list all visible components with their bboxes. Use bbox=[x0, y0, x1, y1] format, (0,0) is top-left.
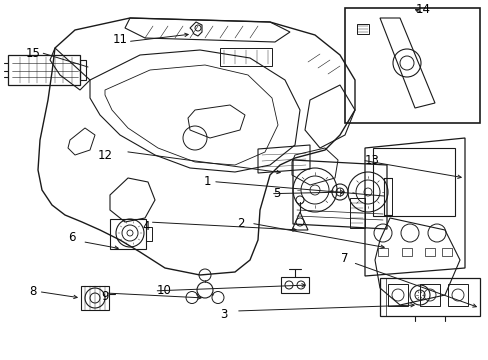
Bar bbox=[356, 24, 368, 34]
Bar bbox=[146, 227, 152, 241]
Bar bbox=[379, 278, 479, 316]
Bar bbox=[110, 219, 146, 249]
Text: 9: 9 bbox=[101, 291, 109, 303]
Text: 1: 1 bbox=[203, 175, 211, 188]
Text: 10: 10 bbox=[156, 284, 171, 297]
Bar bbox=[447, 284, 467, 306]
Text: 11: 11 bbox=[112, 33, 127, 46]
Text: 12: 12 bbox=[98, 149, 112, 162]
Bar bbox=[441, 248, 451, 256]
Bar bbox=[349, 198, 364, 228]
Text: 6: 6 bbox=[68, 231, 76, 244]
Text: 4: 4 bbox=[142, 220, 149, 233]
Bar bbox=[424, 248, 434, 256]
Text: 8: 8 bbox=[29, 285, 37, 298]
Bar bbox=[220, 48, 271, 66]
Bar bbox=[387, 284, 407, 306]
Bar bbox=[372, 148, 454, 216]
Text: 7: 7 bbox=[340, 252, 348, 265]
Bar bbox=[8, 55, 80, 85]
Bar bbox=[377, 248, 387, 256]
Bar bbox=[80, 60, 86, 80]
Bar bbox=[345, 8, 479, 123]
Text: 14: 14 bbox=[415, 3, 429, 15]
Bar bbox=[419, 284, 439, 306]
Text: 5: 5 bbox=[272, 187, 280, 200]
Text: 2: 2 bbox=[237, 217, 244, 230]
Bar bbox=[81, 286, 109, 310]
Text: 13: 13 bbox=[364, 154, 378, 167]
Text: 3: 3 bbox=[220, 309, 227, 321]
Text: 15: 15 bbox=[26, 47, 41, 60]
Bar bbox=[401, 248, 411, 256]
